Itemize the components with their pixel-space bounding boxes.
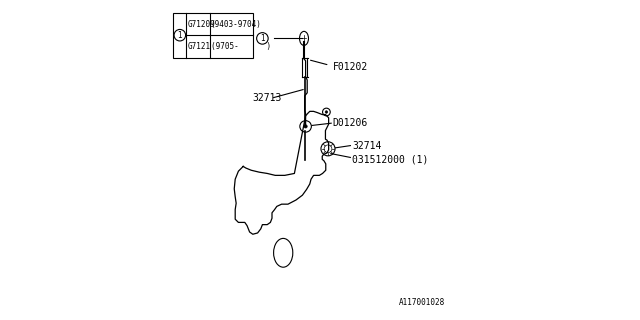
Ellipse shape	[274, 238, 293, 267]
Ellipse shape	[300, 31, 308, 45]
Text: 031512000 (1): 031512000 (1)	[352, 154, 428, 164]
Text: A117001028: A117001028	[399, 298, 445, 307]
Text: 1: 1	[177, 31, 182, 40]
Text: (9705-      ): (9705- )	[211, 42, 271, 51]
Circle shape	[300, 121, 312, 132]
Circle shape	[325, 111, 328, 113]
Text: G71209: G71209	[187, 20, 215, 28]
Circle shape	[323, 108, 330, 116]
Text: G7121: G7121	[187, 42, 211, 51]
Circle shape	[324, 145, 332, 153]
Circle shape	[321, 142, 335, 156]
Circle shape	[304, 125, 307, 128]
Text: D01206: D01206	[333, 118, 368, 128]
Text: 1: 1	[260, 34, 265, 43]
Text: 32714: 32714	[352, 140, 381, 151]
Text: 32713: 32713	[253, 92, 282, 103]
Text: (9403-9704): (9403-9704)	[211, 20, 261, 28]
Bar	[173, 13, 253, 58]
Text: F01202: F01202	[333, 62, 368, 72]
